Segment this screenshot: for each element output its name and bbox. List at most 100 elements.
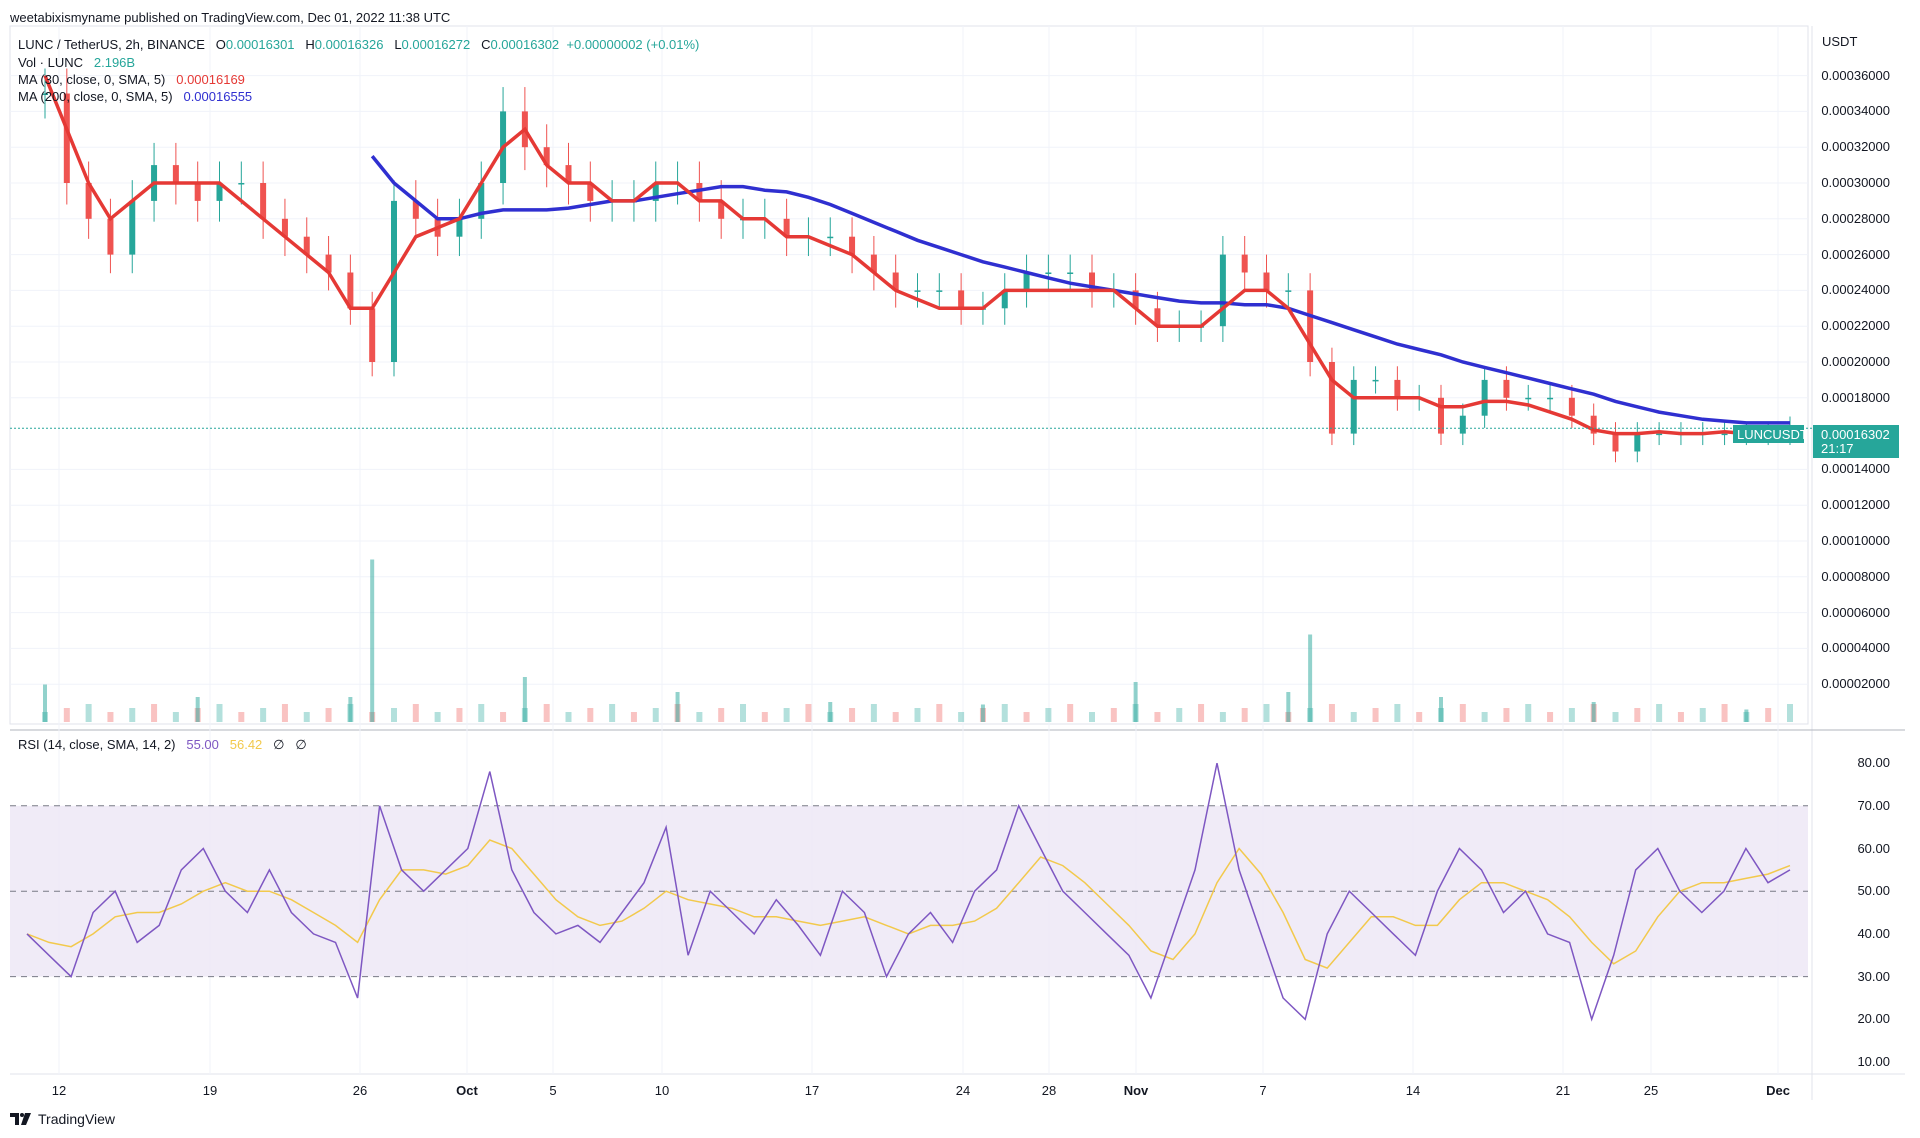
- low-value: 0.00016272: [401, 37, 471, 52]
- candle-body: [1241, 254, 1248, 273]
- tradingview-logo-icon: [10, 1113, 31, 1125]
- volume-bar: [1308, 634, 1313, 722]
- time-tick-label: Oct: [456, 1083, 478, 1098]
- volume-bar: [805, 704, 812, 722]
- volume-bar: [1350, 712, 1357, 722]
- time-tick-label: 12: [51, 1083, 67, 1098]
- candle-body: [892, 272, 899, 291]
- last-price-tag: 0.00016302 21:17: [1813, 425, 1899, 458]
- candle-body: [783, 218, 790, 237]
- volume-bar: [1198, 704, 1205, 722]
- candle-body: [1001, 290, 1008, 309]
- candle-body: [85, 183, 92, 219]
- rsi-tick-label: 40.00: [1857, 925, 1890, 941]
- candle-body: [1459, 415, 1466, 434]
- low-label: L: [394, 37, 402, 52]
- volume-legend[interactable]: Vol · LUNC 2.196B: [18, 55, 135, 71]
- candle-body: [1612, 433, 1619, 452]
- volume-bar: [216, 704, 223, 722]
- ma200-legend[interactable]: MA (200, close, 0, SMA, 5) 0.00016555: [18, 89, 252, 105]
- candle-body: [1285, 290, 1292, 292]
- volume-bar: [696, 712, 703, 722]
- volume-bar: [456, 708, 463, 722]
- volume-bars: [42, 559, 1793, 722]
- volume-bar: [849, 708, 856, 722]
- volume-bar: [129, 708, 136, 722]
- candle-body: [652, 183, 659, 201]
- ma200-label: MA (200, close, 0, SMA, 5): [18, 89, 173, 104]
- candle-body: [1394, 379, 1401, 398]
- rsi-value: 55.00: [186, 737, 219, 752]
- volume-bar: [85, 704, 92, 722]
- volume-bar: [1372, 708, 1379, 722]
- rsi-legend[interactable]: RSI (14, close, SMA, 14, 2) 55.00 56.42 …: [18, 737, 307, 753]
- volume-bar: [1241, 708, 1248, 722]
- ma30-line: [43, 74, 1791, 436]
- volume-bar: [1133, 682, 1138, 722]
- price-tick-label: 0.00032000: [1821, 139, 1890, 155]
- close-label: C: [481, 37, 491, 52]
- candle-body: [1263, 272, 1270, 291]
- volume-bar: [1089, 712, 1095, 722]
- volume-bar: [391, 708, 397, 722]
- volume-bar: [1765, 708, 1772, 722]
- volume-bar: [652, 708, 659, 722]
- volume-bar: [348, 697, 353, 722]
- candle-body: [870, 254, 877, 273]
- open-label: O: [215, 37, 226, 52]
- volume-bar: [958, 712, 965, 722]
- volume-bar: [1286, 692, 1291, 722]
- volume-bar: [1001, 704, 1008, 722]
- candle-body: [1350, 379, 1357, 434]
- volume-bar: [1634, 708, 1641, 722]
- volume-bar: [238, 712, 245, 722]
- volume-bar: [370, 559, 375, 722]
- candle-body: [1328, 362, 1335, 434]
- candle-body: [1023, 272, 1030, 291]
- volume-bar: [1721, 704, 1728, 722]
- candle-body: [456, 218, 463, 237]
- rsi-tick-label: 30.00: [1857, 968, 1890, 984]
- open-value: 0.00016301: [225, 37, 295, 52]
- brand-name: TradingView: [38, 1111, 116, 1127]
- rsi-ma-value: 56.42: [229, 737, 263, 752]
- volume-bar: [1503, 708, 1510, 722]
- volume-bar: [718, 708, 725, 722]
- volume-bar: [260, 708, 267, 722]
- volume-bar: [892, 712, 899, 722]
- price-tick-label: 0.00034000: [1821, 103, 1890, 119]
- candle-body: [216, 183, 223, 201]
- candle-body: [1503, 379, 1510, 398]
- volume-bar: [63, 708, 70, 722]
- volume-bar: [522, 677, 527, 722]
- ma30-legend[interactable]: MA (30, close, 0, SMA, 5) 0.00016169: [18, 72, 245, 88]
- volume-bar: [1023, 712, 1030, 722]
- symbol-label: LUNC / TetherUS, 2h, BINANCE: [18, 37, 205, 52]
- price-tick-label: 0.00004000: [1821, 640, 1890, 656]
- price-axis-unit: USDT: [1822, 34, 1858, 49]
- rsi-tick-label: 10.00: [1857, 1054, 1890, 1069]
- rsi-na-2: ∅: [295, 737, 307, 752]
- rsi-tick-label: 50.00: [1857, 883, 1890, 899]
- time-tick-label: 19: [202, 1083, 218, 1098]
- price-tick-label: 0.00018000: [1821, 389, 1890, 405]
- price-tick-label: 0.00036000: [1821, 67, 1890, 83]
- candle-body: [42, 93, 48, 95]
- candle-body: [347, 272, 354, 309]
- tradingview-brand[interactable]: TradingView: [10, 1111, 115, 1127]
- volume-bar: [172, 712, 179, 722]
- high-label: H: [305, 37, 315, 52]
- candle-body: [827, 236, 834, 239]
- symbol-legend[interactable]: LUNC / TetherUS, 2h, BINANCE O0.00016301…: [18, 37, 699, 53]
- time-tick-label: 21: [1555, 1083, 1571, 1098]
- volume-bar: [434, 712, 441, 722]
- volume-bar: [1110, 708, 1117, 722]
- rsi-tick-label: 80.00: [1857, 755, 1890, 771]
- volume-bar: [543, 704, 550, 722]
- price-tick-label: 0.00022000: [1821, 318, 1890, 334]
- candle-body: [325, 254, 332, 273]
- volume-bar: [500, 712, 507, 722]
- volume-bar: [107, 712, 114, 722]
- candle-body: [63, 93, 70, 183]
